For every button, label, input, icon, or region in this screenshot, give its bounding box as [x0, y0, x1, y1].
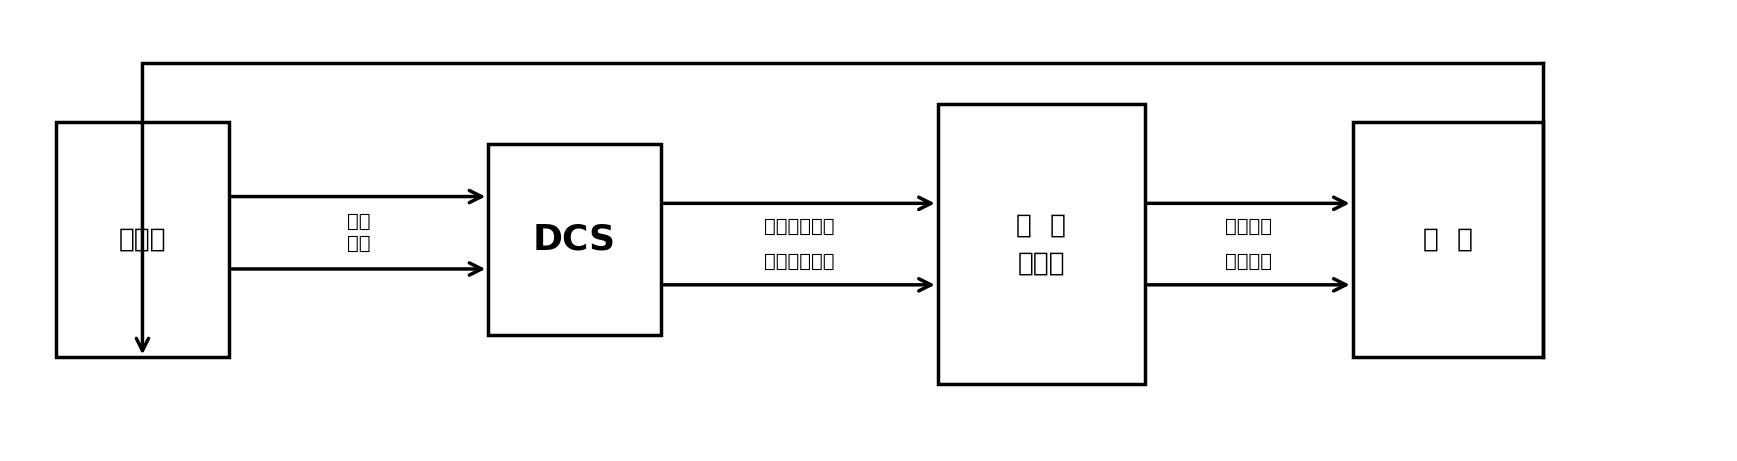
Text: 电  机: 电 机	[1423, 226, 1473, 253]
Text: DCS: DCS	[533, 223, 617, 257]
Text: 启动电机指令: 启动电机指令	[764, 252, 834, 271]
Text: 疏水箱: 疏水箱	[118, 226, 167, 253]
Text: 启动电机: 启动电机	[1225, 252, 1271, 271]
Text: 停止电机: 停止电机	[1225, 217, 1271, 236]
FancyBboxPatch shape	[488, 144, 662, 335]
Text: 低限: 低限	[347, 213, 370, 231]
Text: 电  机
控制箱: 电 机 控制箱	[1016, 212, 1067, 276]
FancyBboxPatch shape	[1353, 122, 1542, 357]
FancyBboxPatch shape	[56, 122, 229, 357]
Text: 高限: 高限	[347, 234, 370, 253]
FancyBboxPatch shape	[938, 104, 1145, 384]
Text: 停止电机指令: 停止电机指令	[764, 217, 834, 236]
